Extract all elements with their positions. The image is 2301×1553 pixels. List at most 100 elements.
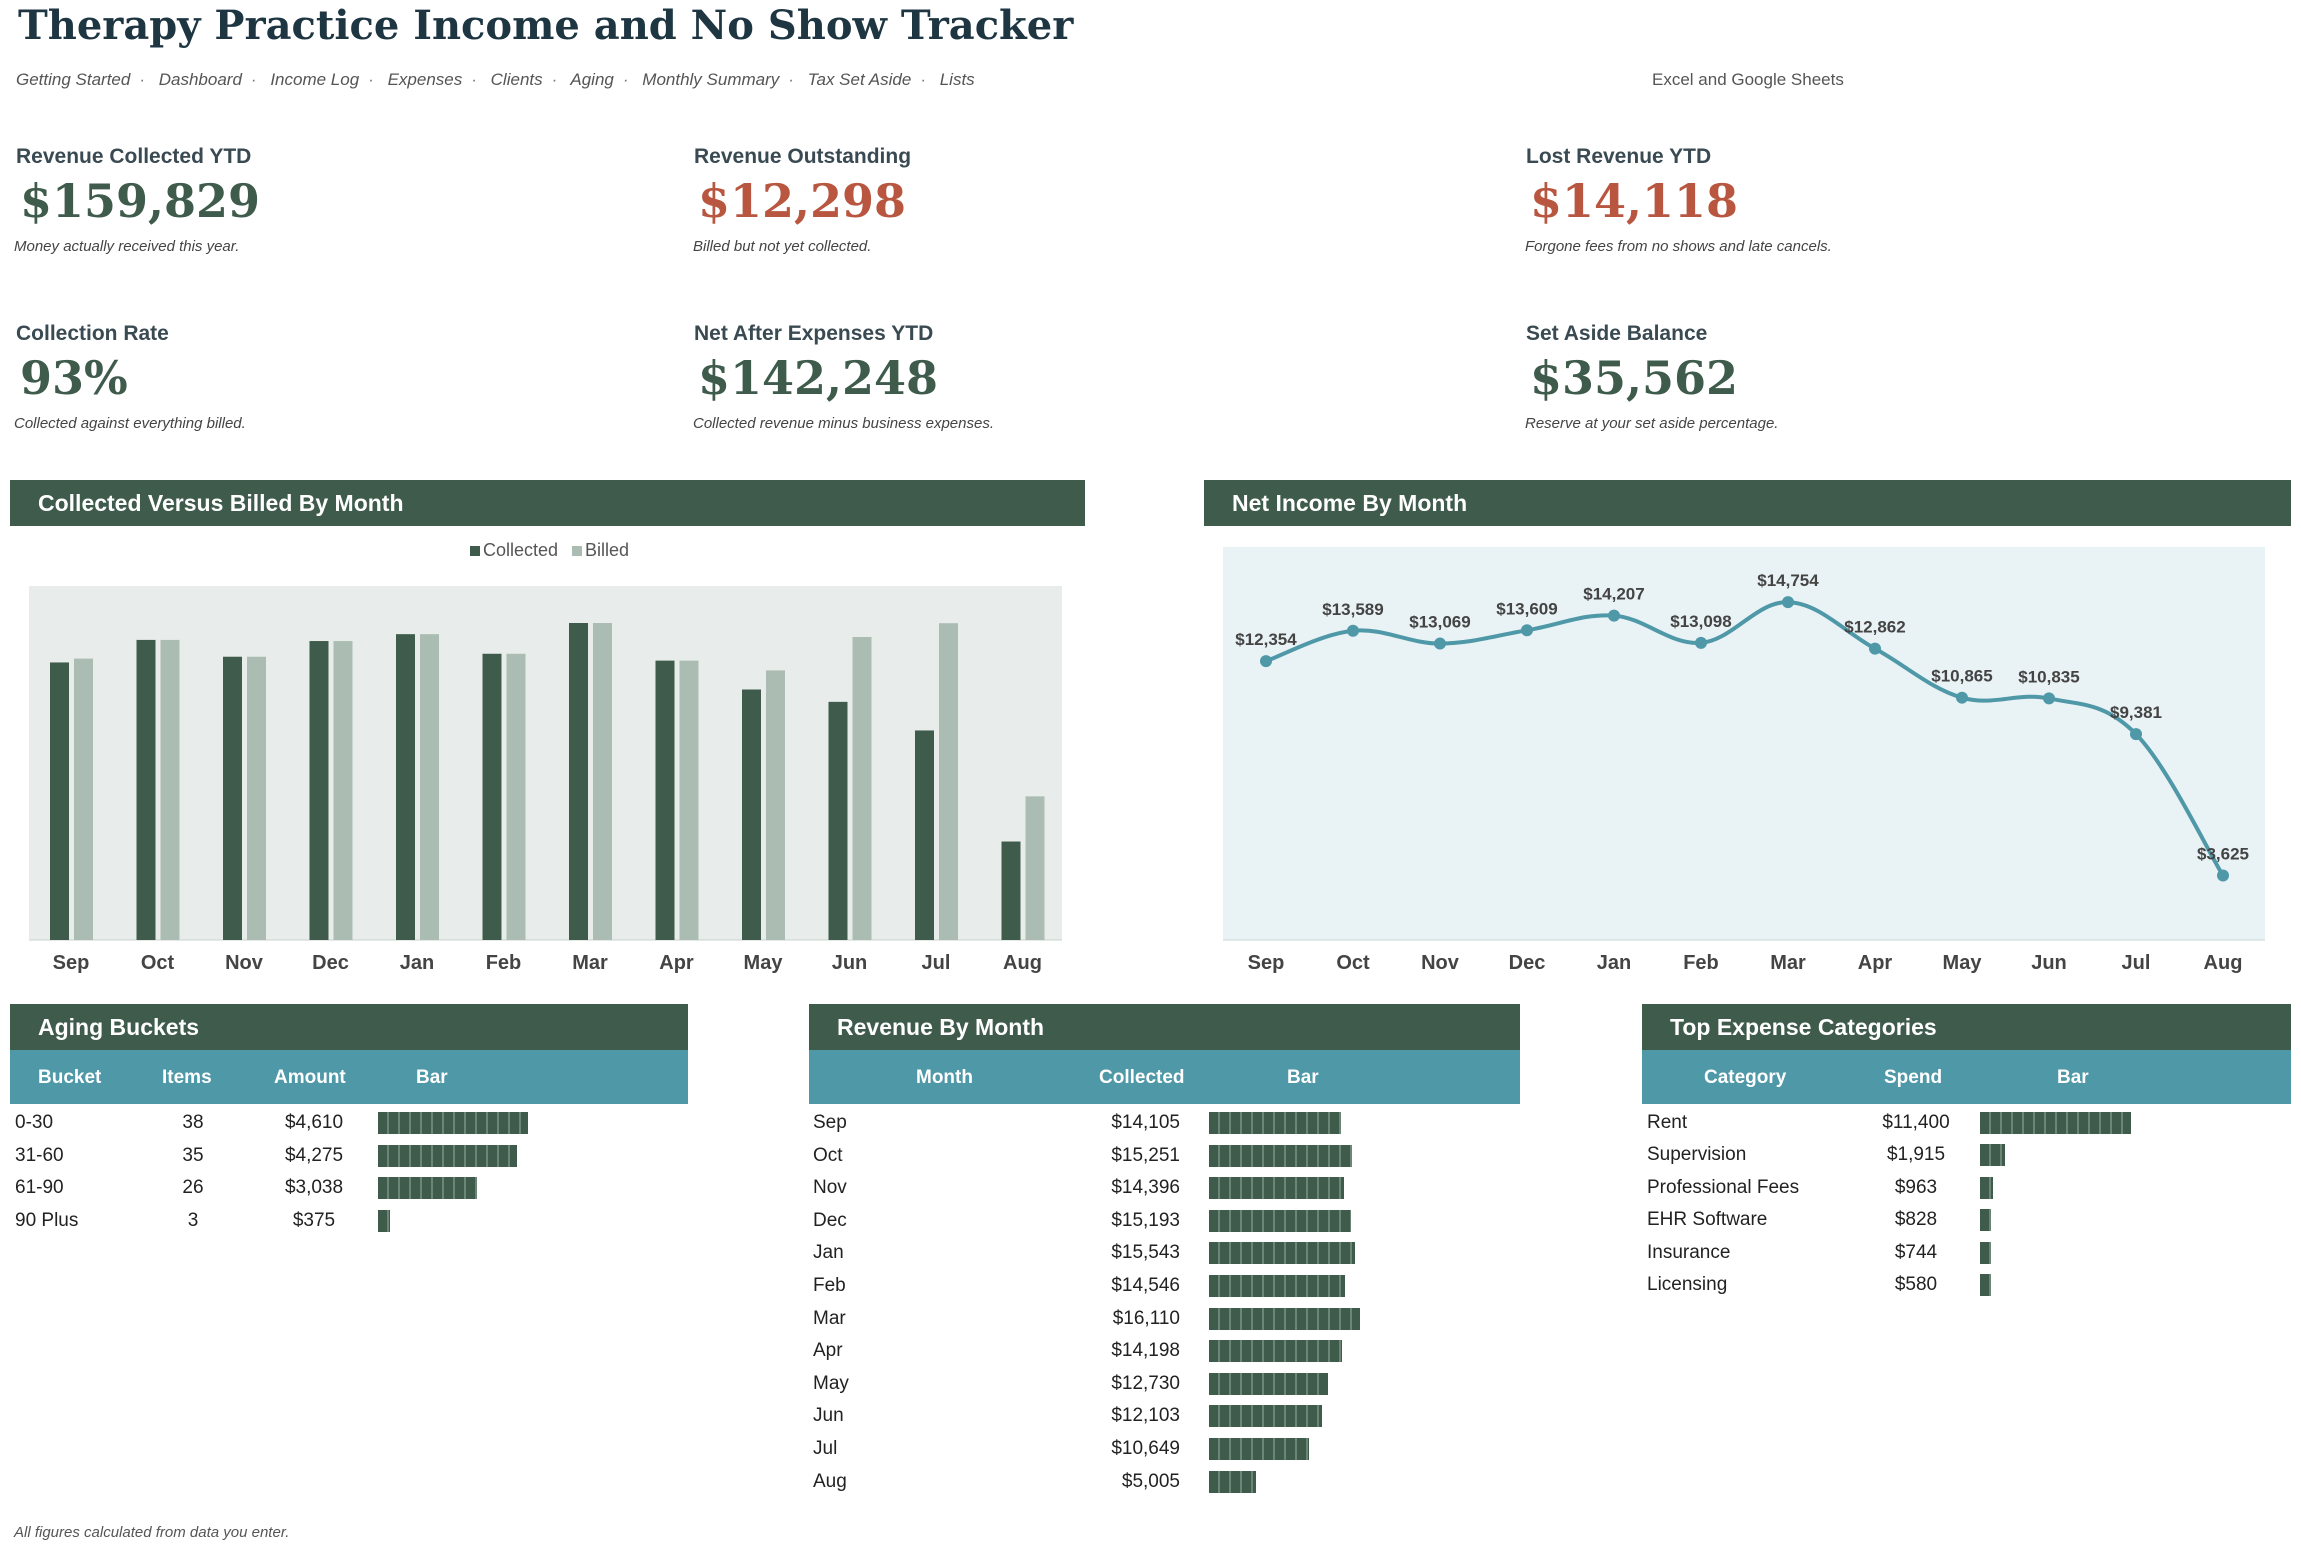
net-income-chart: $12,354 $13,589 $13,069 $13,609 $14,207 $13,0… <box>1223 547 2265 974</box>
nav-lists[interactable]: Lists <box>939 70 975 89</box>
row-bar <box>1209 1438 1309 1460</box>
aging-items: 38 <box>182 1112 204 1133</box>
revenue-row: Nov $14,396 <box>0 1177 2301 1203</box>
nav-aging[interactable]: Aging <box>570 70 614 89</box>
expense-row: Licensing $580 <box>0 1274 2301 1300</box>
x-tick-label: Feb <box>1683 952 1719 974</box>
expense-row: Insurance $744 <box>0 1241 2301 1268</box>
revenue-row: Aug $5,005 <box>0 1470 2301 1497</box>
data-label-feb: $13,098 <box>1670 612 1731 631</box>
col-spend: Spend <box>1884 1067 1943 1088</box>
expense-spend: $1,915 <box>1886 1144 1946 1166</box>
row-bar <box>1980 1176 1993 1199</box>
bar-billed-feb <box>506 653 526 940</box>
revenue-row: Oct $15,251 <box>0 1144 2301 1171</box>
bar-billed-dec <box>333 641 353 940</box>
row-bar <box>1980 1274 1991 1296</box>
expense-row: Professional Fees $963 <box>0 1176 2301 1203</box>
data-label-jan: $14,207 <box>1583 585 1644 604</box>
expense-spend: $11,400 <box>1882 1112 1950 1133</box>
revenue-month: May <box>813 1372 849 1394</box>
revenue-row: Jan $15,543 <box>0 1242 2301 1268</box>
x-tick-label: Jan <box>1597 952 1631 974</box>
data-point-nov <box>1434 637 1446 650</box>
expense-category: Licensing <box>1647 1274 1728 1295</box>
data-label-jul: $9,381 <box>2110 703 2162 722</box>
bar-collected-dec <box>309 641 329 940</box>
row-bar <box>1980 1241 1991 1264</box>
revenue-collected: $5,005 <box>1121 1470 1180 1492</box>
revenue-by-month-header: Revenue By Month <box>809 1004 1520 1050</box>
revenue-collected: $12,103 <box>1111 1405 1180 1427</box>
collected-vs-billed-chart: Collected Billed Sep Oct Nov Dec Jan Feb Mar Ap… <box>29 540 1062 974</box>
kpi-revenue-collected-label: Revenue Collected YTD <box>16 145 252 168</box>
aging-amount: $4,610 <box>284 1112 344 1133</box>
row-bar <box>1209 1242 1355 1265</box>
expense-row: Supervision $1,915 <box>0 1144 2301 1170</box>
revenue-row: Jun $12,103 <box>0 1405 2301 1431</box>
row-bar <box>1209 1307 1360 1330</box>
revenue-table-header: Month Collected Bar <box>809 1050 1520 1104</box>
kpi-lost-revenue-label: Lost Revenue YTD <box>1526 145 1712 168</box>
revenue-row: Sep $14,105 <box>0 1112 2301 1138</box>
nav-expenses[interactable]: Expenses <box>387 70 463 89</box>
aging-amount: $375 <box>292 1210 336 1232</box>
row-bar <box>1209 1209 1352 1232</box>
plot-area <box>1223 547 2265 940</box>
data-label-mar: $14,754 <box>1757 571 1819 590</box>
kpi-lost-revenue-value: $14,118 <box>1530 174 1739 228</box>
revenue-month: Feb <box>813 1275 846 1296</box>
row-bar <box>1209 1405 1323 1428</box>
kpi-collection-rate-value: 93% <box>20 351 128 405</box>
row-bar <box>1980 1209 1991 1232</box>
bar-collected-sep <box>50 662 69 940</box>
kpi-set-aside-label: Set Aside Balance <box>1526 322 1708 345</box>
expense-spend: $744 <box>1894 1241 1938 1263</box>
revenue-collected: $14,546 <box>1111 1275 1180 1296</box>
expense-category: Professional Fees <box>1647 1176 1800 1198</box>
row-bar <box>378 1144 518 1167</box>
x-tick-label: Oct <box>141 952 175 974</box>
data-point-may <box>1956 691 1968 704</box>
aging-items: 35 <box>182 1144 204 1166</box>
nav-getting-started[interactable]: Getting Started <box>16 70 131 89</box>
nav-income-log[interactable]: Income Log <box>270 70 360 89</box>
expense-row: Rent $11,400 <box>0 1112 2301 1138</box>
bar-collected-may <box>742 689 761 940</box>
expense-row: EHR Software $828 <box>0 1209 2301 1235</box>
row-bar <box>1209 1470 1256 1493</box>
revenue-collected: $15,251 <box>1111 1144 1180 1166</box>
col-amount: Amount <box>274 1067 346 1088</box>
aging-amount: $4,275 <box>284 1144 344 1166</box>
revenue-collected: $16,110 <box>1112 1307 1180 1329</box>
kpi-net-after-expenses-label: Net After Expenses YTD <box>694 322 934 345</box>
bar-billed-jul <box>939 623 958 940</box>
row-bar <box>378 1177 477 1200</box>
nav-tax-set-aside[interactable]: Tax Set Aside <box>807 70 912 89</box>
kpi-revenue-outstanding-label: Revenue Outstanding <box>694 145 912 168</box>
x-tick-label: Jun <box>832 952 868 974</box>
revenue-collected: $15,193 <box>1111 1209 1180 1231</box>
revenue-month: Jul <box>813 1438 838 1459</box>
x-tick-label: Jul <box>2122 952 2151 974</box>
aging-bucket: 31-60 <box>15 1144 64 1166</box>
aging-table-header: Bucket Items Amount Bar <box>10 1050 688 1104</box>
aging-bucket: 0-30 <box>15 1112 54 1133</box>
kpi-set-aside-note: Reserve at your set aside percentage. <box>1525 415 1779 432</box>
revenue-month: Dec <box>813 1209 847 1231</box>
kpi-revenue-outstanding-note: Billed but not yet collected. <box>693 238 872 255</box>
bar-billed-mar <box>593 623 612 940</box>
nav-dashboard[interactable]: Dashboard <box>158 70 242 89</box>
x-tick-label: Mar <box>1770 952 1806 974</box>
kpi-set-aside-value: $35,562 <box>1530 351 1739 405</box>
aging-row: 90 Plus 3 $375 <box>0 1210 2301 1236</box>
bar-billed-may <box>766 670 785 940</box>
data-point-sep <box>1260 655 1272 668</box>
nav-clients[interactable]: Clients <box>490 70 543 89</box>
nav-monthly-summary[interactable]: Monthly Summary <box>642 70 780 89</box>
data-point-feb <box>1695 636 1707 649</box>
revenue-row: Mar $16,110 <box>0 1307 2301 1334</box>
x-tick-label: Sep <box>53 952 90 974</box>
revenue-month: Oct <box>813 1144 843 1166</box>
revenue-row: Feb $14,546 <box>0 1275 2301 1301</box>
